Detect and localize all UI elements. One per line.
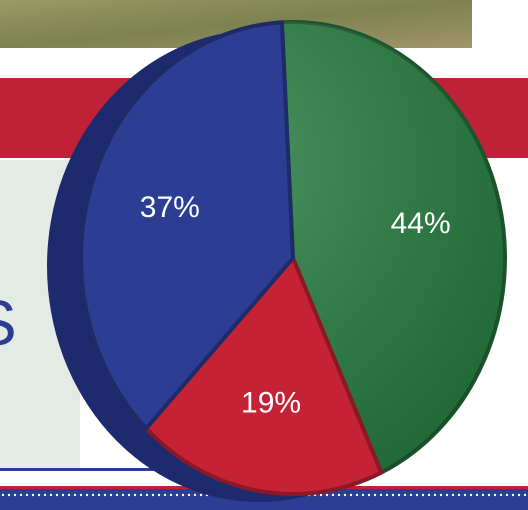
pie-slice-label-2: 37% (140, 191, 200, 224)
pie-chart: 44% 19% 37% (47, 20, 507, 502)
pie-slice-label-0: 44% (391, 207, 451, 240)
pie-slice-2 (79, 20, 295, 431)
partial-heading-letter: S (0, 287, 17, 359)
pie-slice-label-1: 19% (241, 386, 301, 419)
pie-slice-1 (144, 256, 384, 496)
